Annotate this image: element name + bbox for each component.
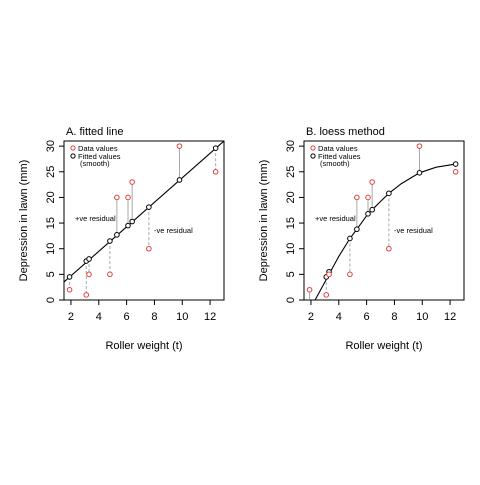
data-point [386, 245, 392, 252]
data-point [146, 245, 152, 252]
x-tick-label: 8 [151, 311, 157, 323]
y-tick-label: 0 [285, 297, 297, 303]
y-tick-label: 0 [45, 297, 57, 303]
panel-title: B. loess method [306, 126, 385, 138]
data-point [306, 286, 313, 293]
legend-fitted-sublabel: (smooth) [320, 159, 350, 168]
fitted-point [129, 218, 135, 225]
data-point [326, 271, 332, 278]
data-point [416, 143, 423, 149]
x-tick-label: 10 [176, 311, 188, 323]
fit-line [314, 163, 456, 300]
fitted-point [146, 204, 152, 210]
x-axis-label: Roller weight (t) [105, 340, 182, 352]
data-point [369, 179, 375, 185]
data-point [176, 143, 183, 149]
x-tick-label: 10 [416, 311, 428, 323]
annotation-negative-residual: -ve residual [154, 226, 193, 235]
y-tick-label: 5 [45, 271, 57, 277]
y-tick-label: 25 [45, 166, 57, 178]
y-tick-label: 10 [45, 243, 57, 255]
fitted-point [212, 145, 219, 151]
x-tick-label: 4 [96, 311, 102, 323]
y-tick-label: 30 [45, 140, 57, 152]
legend-fitted-sublabel: (smooth) [80, 159, 110, 168]
x-tick-label: 2 [68, 311, 74, 323]
legend-fitted-label: Fitted values [78, 152, 121, 161]
fitted-point [114, 232, 120, 238]
annotation-positive-residual: +ve residual [75, 214, 116, 223]
y-tick-label: 15 [45, 217, 57, 229]
plot-frame [303, 140, 465, 301]
y-tick-label: 20 [45, 191, 57, 203]
fitted-point [125, 222, 131, 229]
data-point [347, 271, 353, 278]
legend-fitted-label: Fitted values [318, 152, 361, 161]
legend-fitted-marker [310, 153, 316, 159]
legend-fitted-marker [70, 153, 76, 159]
y-tick-label: 5 [285, 271, 297, 277]
y-tick-label: 10 [285, 243, 297, 255]
y-tick-label: 30 [285, 140, 297, 152]
data-point [212, 168, 219, 175]
fitted-point [86, 256, 92, 262]
fitted-point [452, 161, 459, 167]
fitted-point [176, 177, 183, 183]
fitted-point [66, 274, 73, 280]
x-tick-label: 12 [444, 311, 456, 323]
x-tick-label: 2 [308, 311, 314, 323]
data-point [107, 271, 113, 278]
panel-title: A. fitted line [66, 126, 123, 138]
annotation-positive-residual: +ve residual [315, 214, 356, 223]
fitted-point [347, 235, 353, 242]
data-point [66, 286, 73, 293]
legend-data-marker [310, 145, 316, 151]
x-tick-label: 8 [391, 311, 397, 323]
fitted-point [369, 206, 375, 213]
y-axis-label: Depression in lawn (mm) [258, 160, 270, 282]
legend-data-marker [70, 145, 76, 151]
data-point [114, 194, 120, 201]
y-axis-label: Depression in lawn (mm) [18, 160, 30, 282]
data-point [452, 168, 459, 175]
data-point [83, 292, 90, 298]
x-tick-label: 6 [364, 311, 370, 323]
plot-frame [63, 140, 225, 301]
data-point [323, 292, 330, 298]
data-point [86, 271, 92, 278]
fitted-point [365, 211, 371, 217]
fitted-point [386, 190, 392, 197]
data-point [129, 179, 135, 185]
data-point [354, 194, 360, 201]
fitted-point [416, 170, 423, 176]
y-tick-label: 20 [285, 191, 297, 203]
y-tick-label: 15 [285, 217, 297, 229]
x-tick-label: 6 [124, 311, 130, 323]
data-point [125, 194, 131, 201]
fitted-point [354, 226, 360, 233]
y-tick-label: 25 [285, 166, 297, 178]
x-tick-label: 4 [336, 311, 342, 323]
legend-data-label: Data values [78, 144, 118, 153]
fitted-point [107, 238, 113, 244]
legend-data-label: Data values [318, 144, 358, 153]
data-point [365, 194, 371, 201]
x-tick-label: 12 [204, 311, 216, 323]
x-axis-label: Roller weight (t) [345, 340, 422, 352]
annotation-negative-residual: -ve residual [394, 226, 433, 235]
